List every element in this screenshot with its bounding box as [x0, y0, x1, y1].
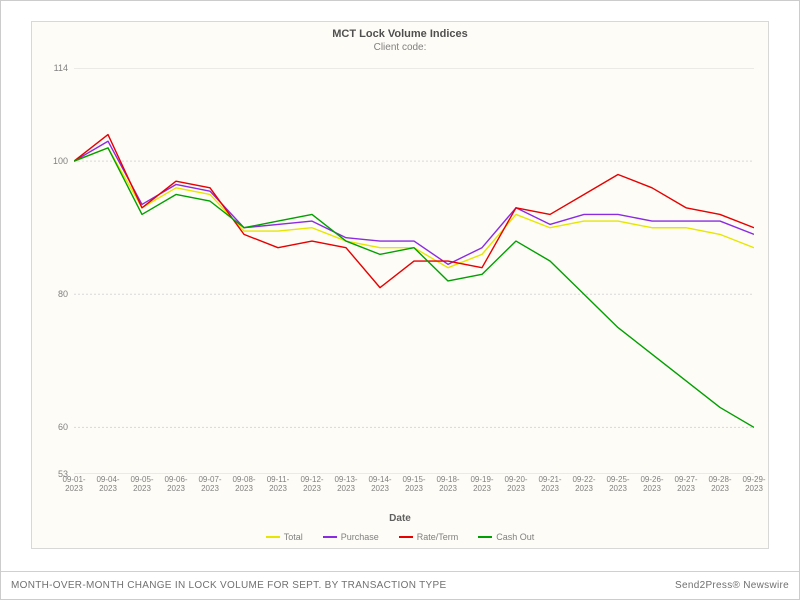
legend-item: Purchase	[323, 532, 379, 542]
x-tick-label: 09-11-2023	[261, 476, 295, 494]
caption-left: MONTH-OVER-MONTH CHANGE IN LOCK VOLUME F…	[11, 580, 446, 591]
legend-label: Total	[284, 532, 303, 542]
chart-title-block: MCT Lock Volume Indices Client code:	[32, 28, 768, 53]
x-tick-label: 09-26-2023	[635, 476, 669, 494]
series-line	[74, 148, 754, 428]
caption-right: Send2Press® Newswire	[675, 580, 789, 591]
x-tick-label: 09-01-2023	[57, 476, 91, 494]
chart-legend: Total Purchase Rate/Term Cash Out	[32, 532, 768, 542]
y-tick-label: 114	[54, 63, 68, 73]
legend-label: Rate/Term	[417, 532, 459, 542]
series-line	[74, 141, 754, 264]
legend-item: Rate/Term	[399, 532, 459, 542]
x-tick-label: 09-04-2023	[91, 476, 125, 494]
x-tick-label: 09-28-2023	[703, 476, 737, 494]
plot-area	[74, 68, 754, 474]
legend-item: Total	[266, 532, 303, 542]
series-line	[74, 135, 754, 288]
legend-label: Purchase	[341, 532, 379, 542]
x-tick-label: 09-12-2023	[295, 476, 329, 494]
x-tick-label: 09-22-2023	[567, 476, 601, 494]
x-tick-label: 09-29-2023	[737, 476, 771, 494]
y-tick-label: 60	[58, 422, 68, 432]
legend-swatch	[323, 536, 337, 538]
x-tick-label: 09-05-2023	[125, 476, 159, 494]
chart-title: MCT Lock Volume Indices	[32, 28, 768, 40]
x-tick-label: 09-07-2023	[193, 476, 227, 494]
y-tick-label: 100	[53, 156, 68, 166]
x-tick-label: 09-13-2023	[329, 476, 363, 494]
x-tick-label: 09-20-2023	[499, 476, 533, 494]
x-axis-title: Date	[32, 513, 768, 524]
legend-label: Cash Out	[496, 532, 534, 542]
y-axis-ticks: 536080100114	[32, 68, 72, 474]
x-tick-label: 09-19-2023	[465, 476, 499, 494]
x-tick-label: 09-15-2023	[397, 476, 431, 494]
chart-svg	[74, 68, 754, 474]
series-line	[74, 148, 754, 268]
x-tick-label: 09-06-2023	[159, 476, 193, 494]
x-tick-label: 09-08-2023	[227, 476, 261, 494]
legend-swatch	[478, 536, 492, 538]
image-frame: MCT Lock Volume Indices Client code: 536…	[0, 0, 800, 600]
legend-swatch	[266, 536, 280, 538]
caption-bar: MONTH-OVER-MONTH CHANGE IN LOCK VOLUME F…	[1, 571, 799, 599]
x-tick-label: 09-21-2023	[533, 476, 567, 494]
x-tick-label: 09-25-2023	[601, 476, 635, 494]
legend-swatch	[399, 536, 413, 538]
y-tick-label: 80	[58, 289, 68, 299]
chart-container: MCT Lock Volume Indices Client code: 536…	[31, 21, 769, 549]
x-tick-label: 09-27-2023	[669, 476, 703, 494]
chart-subtitle: Client code:	[32, 42, 768, 53]
legend-item: Cash Out	[478, 532, 534, 542]
x-tick-label: 09-18-2023	[431, 476, 465, 494]
x-tick-label: 09-14-2023	[363, 476, 397, 494]
x-axis-ticks: 09-01-202309-04-202309-05-202309-06-2023…	[74, 476, 754, 510]
